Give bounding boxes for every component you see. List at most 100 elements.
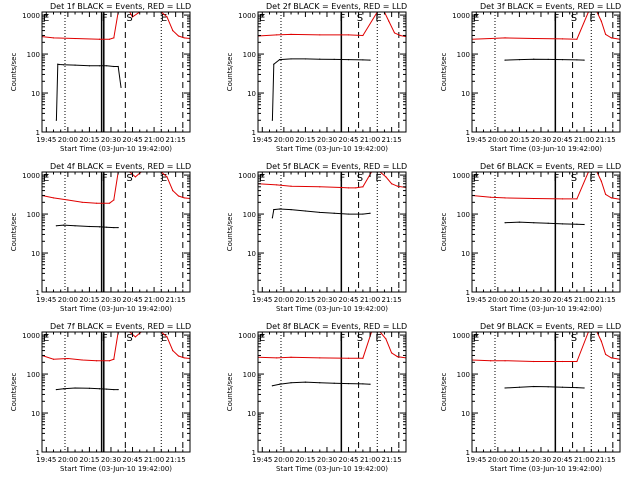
data-point-events — [271, 119, 273, 121]
data-point-events — [290, 58, 292, 60]
data-point-lld — [605, 193, 607, 195]
data-point-lld — [561, 198, 564, 200]
y-axis-label: Counts/sec — [226, 213, 234, 252]
y-tick-label: 1000 — [238, 12, 256, 20]
data-point-lld — [504, 37, 506, 39]
data-point-events — [561, 59, 564, 61]
data-point-events — [347, 213, 350, 215]
data-point-lld — [177, 355, 180, 357]
time-marker-label: F — [102, 13, 108, 24]
data-point-lld — [490, 196, 492, 198]
x-tick-label: 20:30 — [531, 136, 551, 144]
x-tick-label: 21:00 — [144, 296, 164, 304]
panel-title: Det 1f BLACK = Events, RED = LLD — [50, 2, 191, 11]
data-point-lld — [610, 197, 612, 199]
data-point-events — [88, 65, 91, 67]
y-tick-label: 1000 — [238, 332, 256, 340]
panel-1: Det 1f BLACK = Events, RED = LLD Counts/s… — [10, 2, 191, 153]
y-tick-label: 1 — [252, 129, 256, 137]
time-marker-label: F — [339, 173, 345, 184]
data-point-events — [369, 59, 371, 61]
data-point-events — [98, 388, 101, 390]
x-tick-label: 19:45 — [466, 136, 486, 144]
data-point-lld — [98, 38, 101, 40]
data-point-lld — [600, 20, 602, 22]
data-point-events — [504, 387, 506, 389]
data-point-events — [271, 217, 273, 219]
data-point-lld — [347, 357, 350, 359]
panel-6: Det 6f BLACK = Events, RED = LLD Counts/s… — [440, 162, 621, 313]
x-tick-label: 20:30 — [101, 136, 121, 144]
series-group — [472, 332, 620, 389]
y-tick-label: 1000 — [22, 172, 40, 180]
panel-5: Det 5f BLACK = Events, RED = LLD Counts/s… — [226, 162, 407, 313]
data-point-events — [106, 226, 108, 228]
data-point-events — [319, 211, 321, 214]
data-point-lld — [610, 37, 612, 39]
panel-9: Det 9f BLACK = Events, RED = LLD Counts/s… — [440, 322, 621, 473]
series-line-events — [504, 58, 585, 61]
x-tick-label: 21:15 — [596, 456, 616, 464]
data-point-events — [533, 385, 535, 388]
plot-frame — [471, 11, 621, 133]
data-point-events — [583, 59, 585, 61]
panel-4: Det 4f BLACK = Events, RED = LLD Counts/s… — [10, 162, 191, 313]
data-point-events — [304, 210, 307, 212]
x-tick-label: 20:45 — [122, 456, 142, 464]
y-tick-label: 100 — [457, 371, 470, 379]
x-tick-label: 19:45 — [36, 456, 56, 464]
data-point-events — [518, 221, 521, 223]
data-point-lld — [113, 199, 115, 201]
data-point-lld — [610, 357, 612, 359]
data-point-lld — [399, 34, 401, 37]
data-point-lld — [362, 186, 364, 188]
panel-2: Det 2f BLACK = Events, RED = LLD Counts/s… — [226, 2, 407, 153]
y-axis-label: Counts/sec — [10, 373, 18, 412]
data-point-events — [369, 383, 371, 385]
data-point-lld — [391, 352, 393, 354]
x-axis-label: Start Time (03-Jun-10 19:42:00) — [276, 465, 388, 473]
data-point-events — [547, 222, 549, 224]
x-tick-label: 21:00 — [574, 296, 594, 304]
series-group — [472, 172, 620, 226]
data-point-lld — [166, 176, 168, 178]
time-marker-label: E — [589, 333, 595, 344]
data-point-events — [113, 65, 115, 68]
data-point-events — [333, 382, 335, 384]
time-marker-label: S — [571, 13, 577, 24]
data-point-lld — [600, 340, 602, 342]
data-point-lld — [347, 34, 350, 36]
x-tick-label: 19:45 — [252, 456, 272, 464]
x-tick-label: 20:00 — [274, 136, 294, 144]
data-point-events — [533, 58, 535, 60]
y-tick-label: 1 — [252, 289, 256, 297]
x-tick-label: 20:00 — [58, 136, 78, 144]
series-group — [258, 12, 406, 121]
data-point-lld — [362, 34, 364, 37]
data-point-lld — [347, 187, 350, 189]
data-point-events — [278, 59, 281, 61]
y-tick-label: 100 — [27, 51, 40, 59]
data-point-events — [347, 382, 350, 385]
time-marker-label: E — [43, 333, 49, 344]
y-tick-label: 10 — [461, 410, 470, 418]
time-marker-label: S — [571, 333, 577, 344]
time-marker-label: S — [357, 333, 363, 344]
x-tick-label: 20:30 — [531, 456, 551, 464]
x-tick-label: 20:00 — [488, 296, 508, 304]
data-point-events — [518, 59, 521, 61]
data-point-events — [304, 58, 307, 60]
data-point-events — [88, 225, 91, 228]
y-tick-label: 100 — [27, 211, 40, 219]
series-line-lld — [472, 172, 620, 200]
x-tick-label: 21:15 — [382, 456, 402, 464]
series-group — [42, 172, 190, 229]
data-point-lld — [576, 38, 578, 40]
data-point-lld — [183, 357, 185, 359]
panel-title: Det 2f BLACK = Events, RED = LLD — [266, 2, 407, 11]
data-point-events — [117, 226, 119, 229]
data-point-lld — [490, 37, 492, 40]
y-tick-label: 1 — [466, 129, 470, 137]
y-tick-label: 10 — [461, 250, 470, 258]
x-tick-label: 20:45 — [122, 136, 142, 144]
